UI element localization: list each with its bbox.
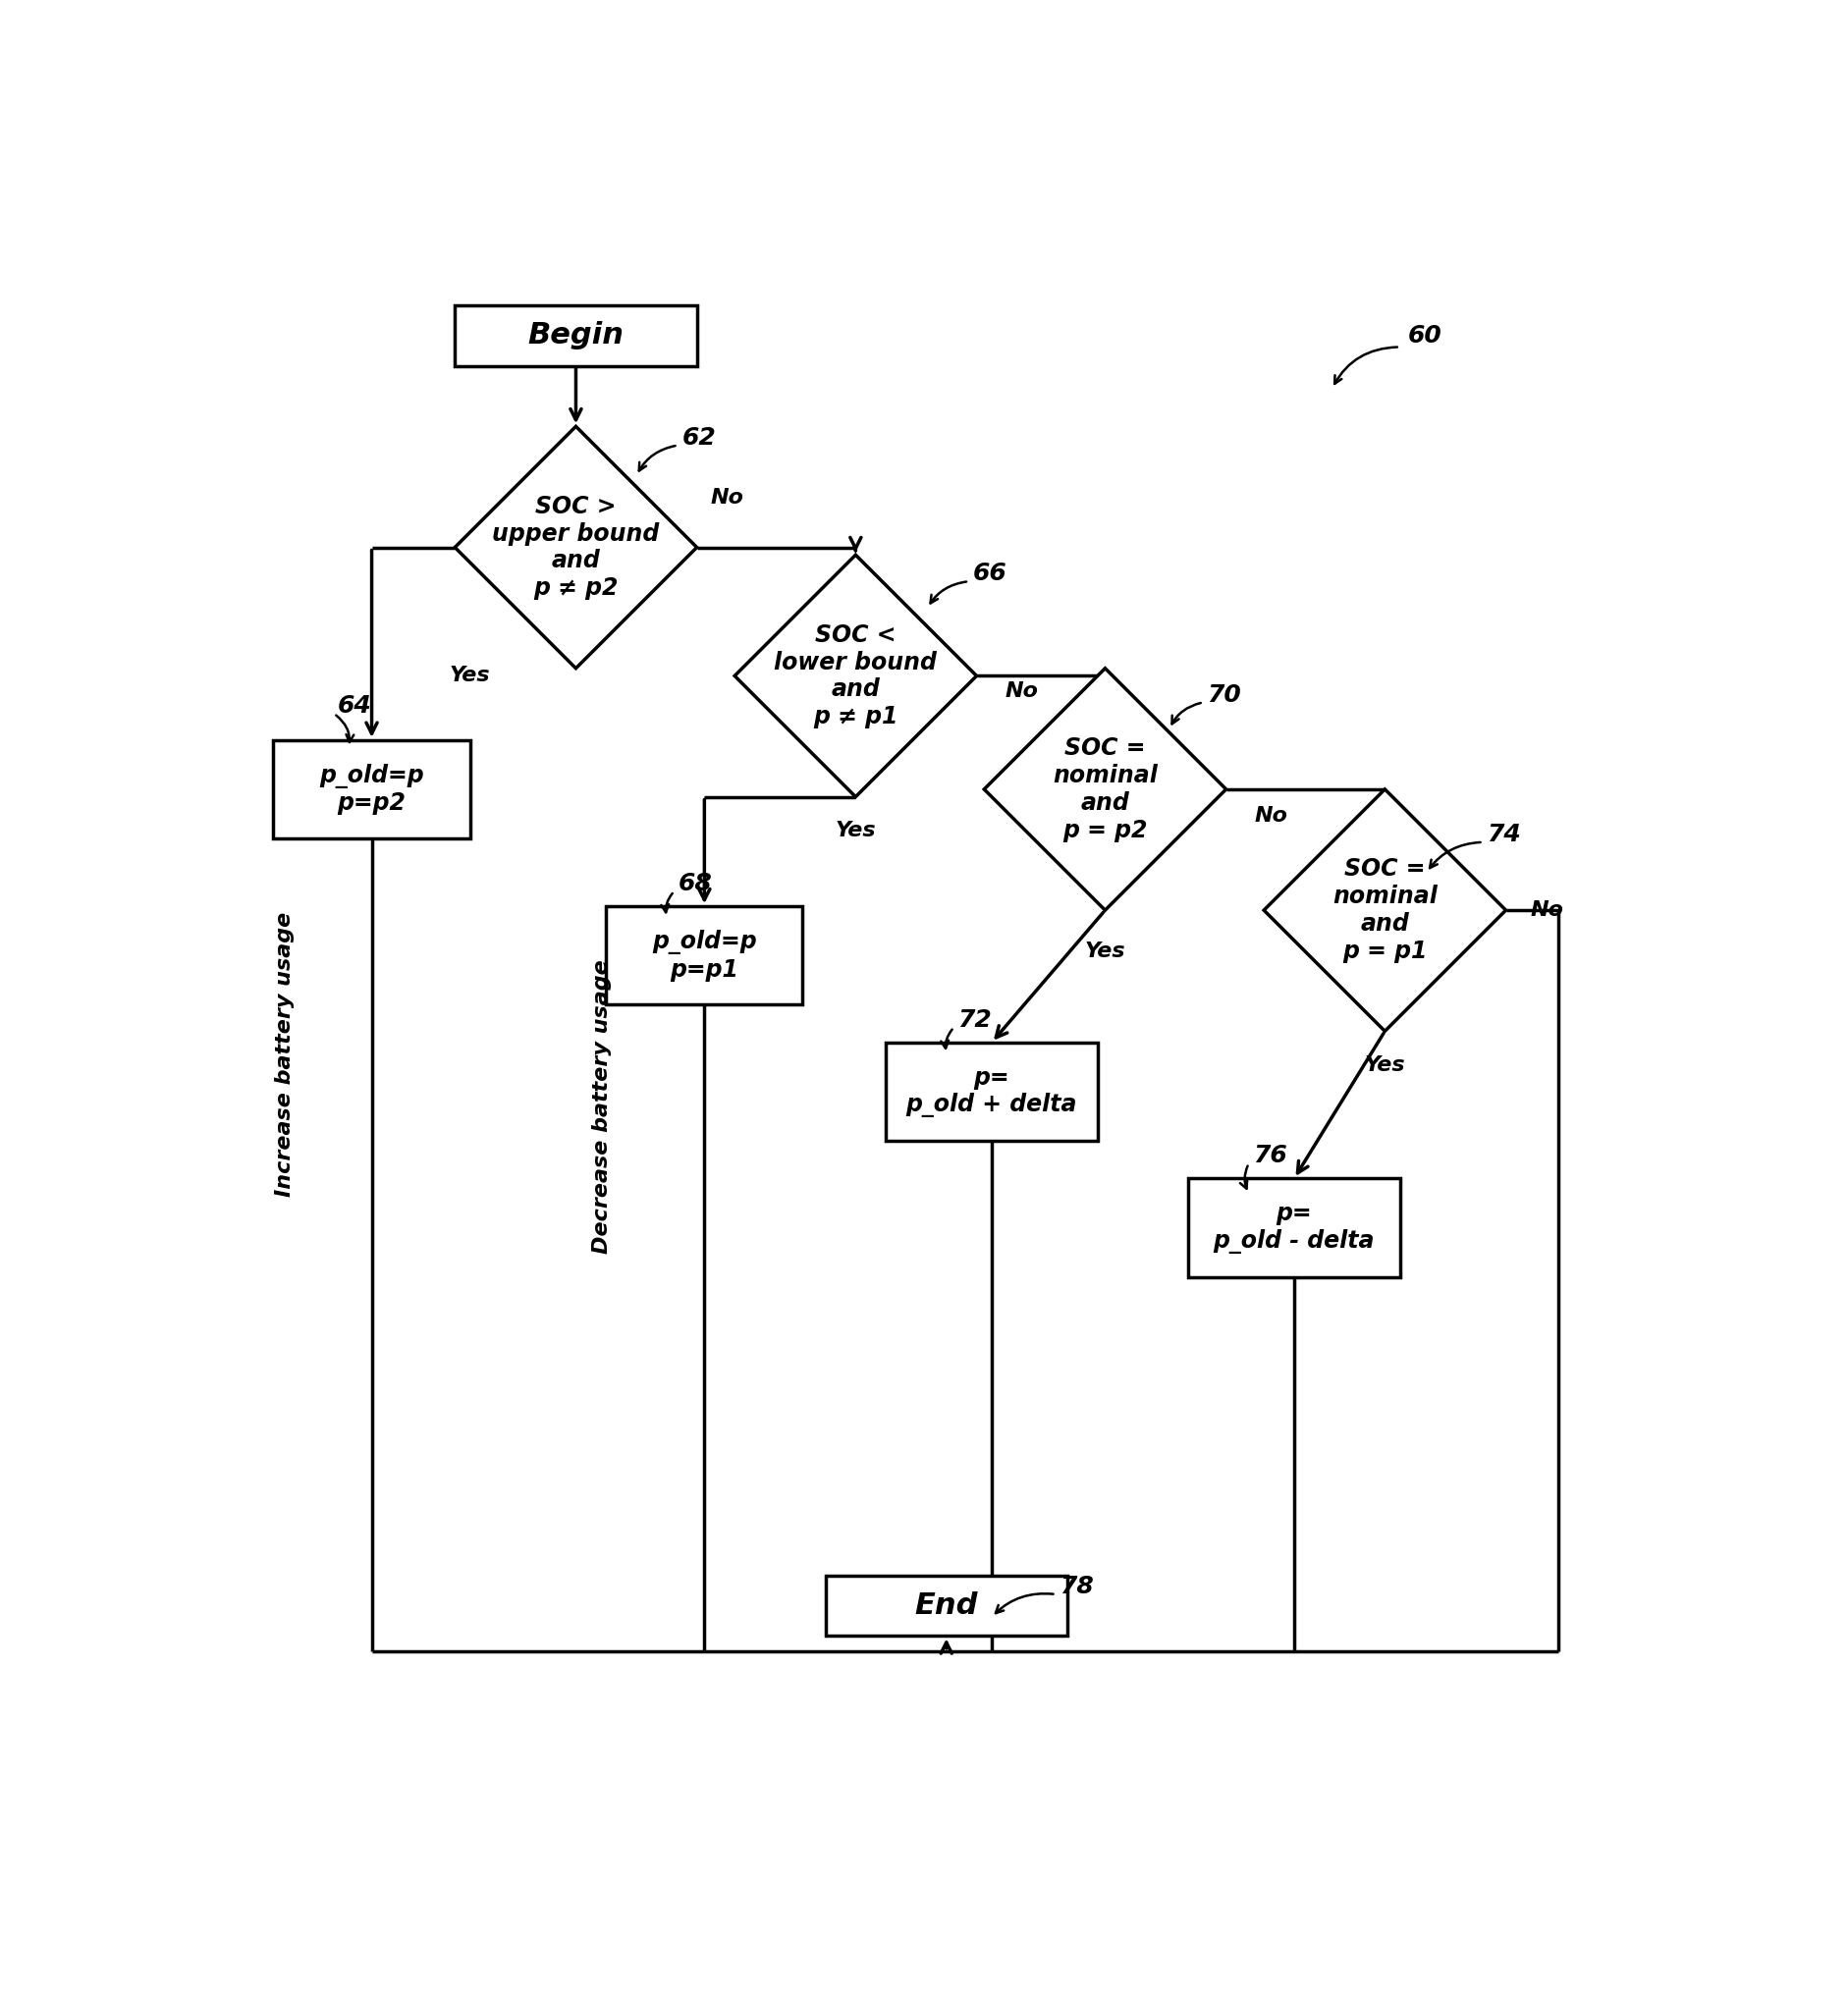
Text: Yes: Yes <box>1085 942 1125 962</box>
Text: p_old=p
p=p2: p_old=p p=p2 <box>320 763 423 814</box>
Polygon shape <box>1264 788 1506 1031</box>
FancyBboxPatch shape <box>274 741 469 838</box>
Text: Yes: Yes <box>1364 1055 1404 1075</box>
Text: 72: 72 <box>957 1007 992 1031</box>
Text: No: No <box>710 488 743 508</box>
Text: 64: 64 <box>338 695 371 719</box>
Text: SOC >
upper bound
and
p ≠ p2: SOC > upper bound and p ≠ p2 <box>492 494 660 599</box>
Text: 74: 74 <box>1488 822 1521 846</box>
Text: p=
p_old - delta: p= p_old - delta <box>1214 1203 1375 1254</box>
Polygon shape <box>736 555 976 796</box>
Text: Yes: Yes <box>835 820 876 840</box>
Text: SOC =
nominal
and
p = p1: SOC = nominal and p = p1 <box>1332 858 1438 964</box>
Polygon shape <box>985 669 1225 910</box>
Text: SOC <
lower bound
and
p ≠ p1: SOC < lower bound and p ≠ p1 <box>774 623 937 729</box>
FancyBboxPatch shape <box>885 1043 1098 1141</box>
FancyBboxPatch shape <box>606 906 802 1005</box>
Text: Begin: Begin <box>529 321 625 350</box>
FancyBboxPatch shape <box>455 305 697 366</box>
Text: p_old=p
p=p1: p_old=p p=p1 <box>652 930 756 982</box>
Text: p=
p_old + delta: p= p_old + delta <box>906 1065 1077 1117</box>
Text: 78: 78 <box>1059 1575 1094 1599</box>
Text: SOC =
nominal
and
p = p2: SOC = nominal and p = p2 <box>1053 737 1157 842</box>
Text: No: No <box>1530 900 1563 920</box>
Text: Increase battery usage: Increase battery usage <box>275 912 294 1197</box>
FancyBboxPatch shape <box>826 1575 1068 1637</box>
Text: 76: 76 <box>1253 1145 1286 1167</box>
Text: 62: 62 <box>682 426 715 450</box>
Text: No: No <box>1255 806 1288 826</box>
Text: Decrease battery usage: Decrease battery usage <box>593 960 612 1254</box>
Text: End: End <box>915 1591 978 1621</box>
Text: No: No <box>1005 681 1039 701</box>
Polygon shape <box>455 426 697 669</box>
Text: 66: 66 <box>972 561 1007 585</box>
Text: 70: 70 <box>1207 683 1242 707</box>
Text: Yes: Yes <box>449 667 490 685</box>
Text: 60: 60 <box>1408 325 1441 348</box>
FancyBboxPatch shape <box>1188 1179 1401 1276</box>
Text: 68: 68 <box>678 872 711 896</box>
